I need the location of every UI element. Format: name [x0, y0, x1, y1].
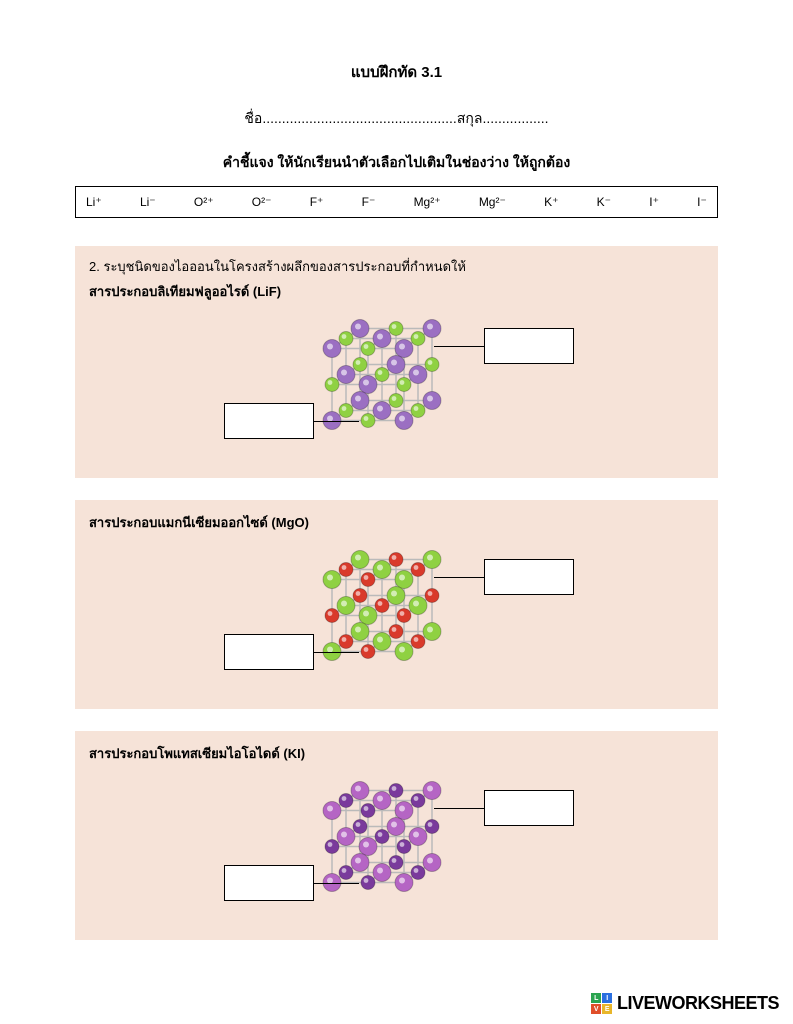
brand-logo-icon: LIVE: [591, 993, 612, 1014]
compound-panel: สารประกอบแมกนีเซียมออกไซด์ (MgO): [75, 500, 718, 709]
name-line: ชื่อ....................................…: [75, 108, 718, 130]
answer-box-left[interactable]: [224, 634, 314, 670]
answer-box-left[interactable]: [224, 865, 314, 901]
ion-choice[interactable]: O²⁺: [194, 195, 214, 209]
ion-choice[interactable]: K⁺: [544, 195, 558, 209]
worksheet-page: แบบฝึกทัด 3.1 ชื่อ......................…: [0, 0, 793, 940]
name-label: ชื่อ: [244, 110, 262, 126]
worksheet-title: แบบฝึกทัด 3.1: [75, 60, 718, 84]
crystal-diagram: [89, 308, 704, 468]
ion-choice-bar: Li⁺ Li⁻ O²⁺ O²⁻ F⁺ F⁻ Mg²⁺ Mg²⁻ K⁺ K⁻ I⁺ I⁻: [75, 186, 718, 218]
instructions: คำชี้แจง ให้นักเรียนนำตัวเลือกไปเติมในช่…: [75, 152, 718, 174]
surname-dots: .................: [482, 110, 548, 126]
question-text: ระบุชนิดของไอออนในโครงสร้างผลึกของสารประ…: [103, 259, 465, 274]
lattice-structure: [312, 306, 482, 471]
compound-panel: 2. ระบุชนิดของไอออนในโครงสร้างผลึกของสาร…: [75, 246, 718, 478]
lattice-structure: [312, 768, 482, 933]
ion-choice[interactable]: I⁻: [697, 195, 707, 209]
brand-text: LIVEWORKSHEETS: [617, 993, 779, 1014]
answer-box-right[interactable]: [484, 559, 574, 595]
compound-name: สารประกอบแมกนีเซียมออกไซด์ (MgO): [89, 512, 704, 533]
ion-choice[interactable]: I⁺: [649, 195, 659, 209]
crystal-diagram: [89, 770, 704, 930]
leader-line: [434, 808, 484, 809]
leader-line: [314, 652, 359, 653]
answer-box-left[interactable]: [224, 403, 314, 439]
logo-cell: I: [602, 993, 612, 1003]
answer-box-right[interactable]: [484, 328, 574, 364]
name-dots: ........................................…: [262, 110, 456, 126]
leader-line: [434, 577, 484, 578]
ion-choice[interactable]: K⁻: [597, 195, 611, 209]
question-line: 2. ระบุชนิดของไอออนในโครงสร้างผลึกของสาร…: [89, 256, 704, 277]
ion-choice[interactable]: F⁻: [362, 195, 376, 209]
footer-brand: LIVE LIVEWORKSHEETS: [591, 993, 779, 1014]
ion-choice[interactable]: Li⁺: [86, 195, 102, 209]
logo-cell: L: [591, 993, 601, 1003]
leader-line: [314, 883, 359, 884]
logo-cell: E: [602, 1004, 612, 1014]
answer-box-right[interactable]: [484, 790, 574, 826]
question-number: 2.: [89, 259, 103, 274]
compound-panel: สารประกอบโพแทสเซียมไอโอไดด์ (KI): [75, 731, 718, 940]
lattice-structure: [312, 537, 482, 702]
compound-name: สารประกอบลิเทียมฟลูออไรด์ (LiF): [89, 281, 704, 302]
crystal-diagram: [89, 539, 704, 699]
ion-choice[interactable]: Mg²⁻: [479, 195, 506, 209]
ion-choice[interactable]: O²⁻: [252, 195, 272, 209]
leader-line: [434, 346, 484, 347]
ion-choice[interactable]: F⁺: [310, 195, 324, 209]
compound-name: สารประกอบโพแทสเซียมไอโอไดด์ (KI): [89, 743, 704, 764]
ion-choice[interactable]: Li⁻: [140, 195, 156, 209]
logo-cell: V: [591, 1004, 601, 1014]
leader-line: [314, 421, 359, 422]
surname-label: สกุล: [457, 110, 483, 126]
ion-choice[interactable]: Mg²⁺: [414, 195, 441, 209]
